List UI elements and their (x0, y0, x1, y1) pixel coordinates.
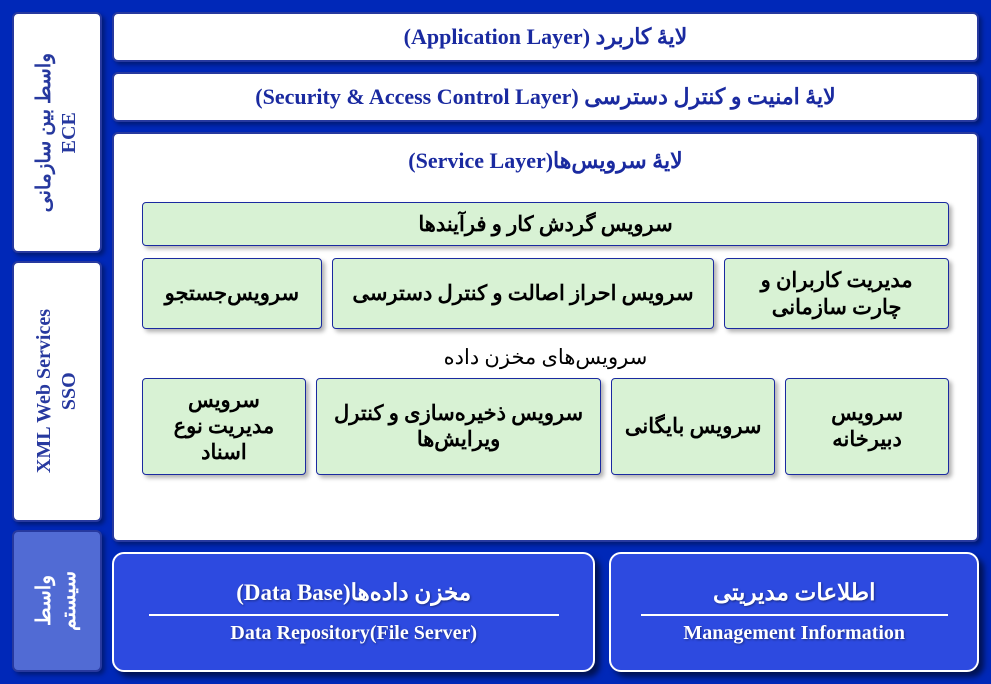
sidebar-ece: واسط بین سازمانی ECE (12, 12, 102, 253)
application-layer-box: لایۀ کاربرد (Application Layer) (112, 12, 979, 62)
service-row-2: مدیریت کاربران و چارت سازمانی سرویس احرا… (128, 258, 963, 329)
service-search: سرویس‌جستجو (142, 258, 322, 329)
service-archive: سرویس بایگانی (611, 378, 775, 475)
service-row-1: سرویس گردش کار و فرآیندها (128, 202, 963, 246)
data-repo-subtitle: سرویس‌های مخزن داده (128, 345, 963, 370)
service-workflow: سرویس گردش کار و فرآیندها (142, 202, 949, 246)
service-storage-versioning: سرویس ذخیره‌سازی و کنترل ویرایش‌ها (316, 378, 601, 475)
service-row-3: سرویس دبیرخانه سرویس بایگانی سرویس ذخیره… (128, 378, 963, 475)
application-layer-title: لایۀ کاربرد (Application Layer) (128, 24, 963, 50)
service-doc-type-mgmt: سرویس مدیریت نوع اسناد (142, 378, 306, 475)
database-title: مخزن داده‌ها(Data Base) (236, 580, 471, 606)
service-layer-box: لایۀ سرویس‌ها(Service Layer) سرویس گردش … (112, 132, 979, 542)
diagram-root: واسط بین سازمانی ECE XML Web Services SS… (12, 12, 979, 672)
management-info-title: اطلاعات مدیریتی (713, 580, 876, 606)
security-layer-box: لایۀ امنیت و کنترل دسترسی (Security & Ac… (112, 72, 979, 122)
service-user-mgmt: مدیریت کاربران و چارت سازمانی (724, 258, 949, 329)
database-box: مخزن داده‌ها(Data Base) Data Repository(… (112, 552, 595, 672)
database-sub: Data Repository(File Server) (230, 622, 477, 645)
management-info-divider (641, 614, 948, 616)
database-divider (149, 614, 559, 616)
sidebar-xml-label: XML Web Services SSO (32, 309, 82, 473)
security-layer-title: لایۀ امنیت و کنترل دسترسی (Security & Ac… (128, 84, 963, 110)
service-registry: سرویس دبیرخانه (785, 378, 949, 475)
service-layer-title: لایۀ سرویس‌ها(Service Layer) (128, 148, 963, 174)
sidebar-system-interface: واسط سیستم (12, 530, 102, 672)
service-auth-access: سرویس احراز اصالت و کنترل دسترسی (332, 258, 715, 329)
management-info-box: اطلاعات مدیریتی Management Information (609, 552, 979, 672)
sidebar-system-interface-label: واسط سیستم (32, 571, 82, 631)
bottom-row: اطلاعات مدیریتی Management Information م… (112, 552, 979, 672)
management-info-sub: Management Information (683, 622, 905, 645)
services-area: سرویس گردش کار و فرآیندها مدیریت کاربران… (128, 202, 963, 475)
sidebar-xml: XML Web Services SSO (12, 261, 102, 522)
main-column: لایۀ کاربرد (Application Layer) لایۀ امن… (112, 12, 979, 672)
sidebar-ece-label: واسط بین سازمانی ECE (32, 53, 82, 212)
sidebar: واسط بین سازمانی ECE XML Web Services SS… (12, 12, 102, 672)
